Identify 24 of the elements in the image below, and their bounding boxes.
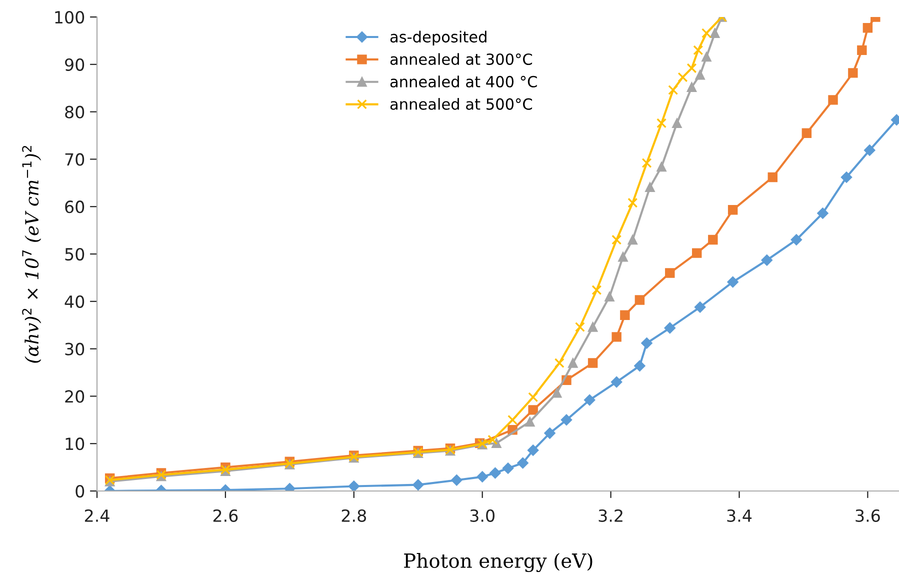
x-tick-label: 3.2 <box>598 509 622 522</box>
legend-label: annealed at 300°C <box>390 53 532 65</box>
x-tick-label: 3.4 <box>727 509 752 522</box>
y-tick-label: 80 <box>65 106 84 118</box>
x-axis-title: Photon energy (eV) <box>404 552 592 572</box>
x-tick-label: 2.8 <box>342 509 366 522</box>
x-tick-label: 2.4 <box>84 509 110 522</box>
legend-label: annealed at 400 °C <box>390 76 537 88</box>
y-tick-label: 60 <box>65 200 84 214</box>
y-tick-label: 100 <box>55 10 84 24</box>
y-tick-label: 90 <box>65 58 84 71</box>
x-tick-label: 2.6 <box>213 509 238 522</box>
legend-label: as-deposited <box>390 30 486 46</box>
y-axis-title: (αhv)$^{2}$ × 10$^{7}$ (eV cm$^{−1}$)$^{2}$ <box>22 146 42 363</box>
x-tick-label: 3.0 <box>470 509 494 522</box>
y-tick-label: 70 <box>65 153 84 166</box>
y-tick-label: 30 <box>65 342 84 356</box>
y-tick-label: 10 <box>66 438 84 450</box>
y-tick-label: 0 <box>76 484 84 498</box>
y-tick-label: 20 <box>65 390 84 403</box>
x-tick-label: 3.6 <box>856 509 880 522</box>
y-tick-label: 40 <box>64 295 84 308</box>
legend-label: annealed at 500°C <box>390 98 532 110</box>
y-tick-label: 50 <box>65 248 84 261</box>
